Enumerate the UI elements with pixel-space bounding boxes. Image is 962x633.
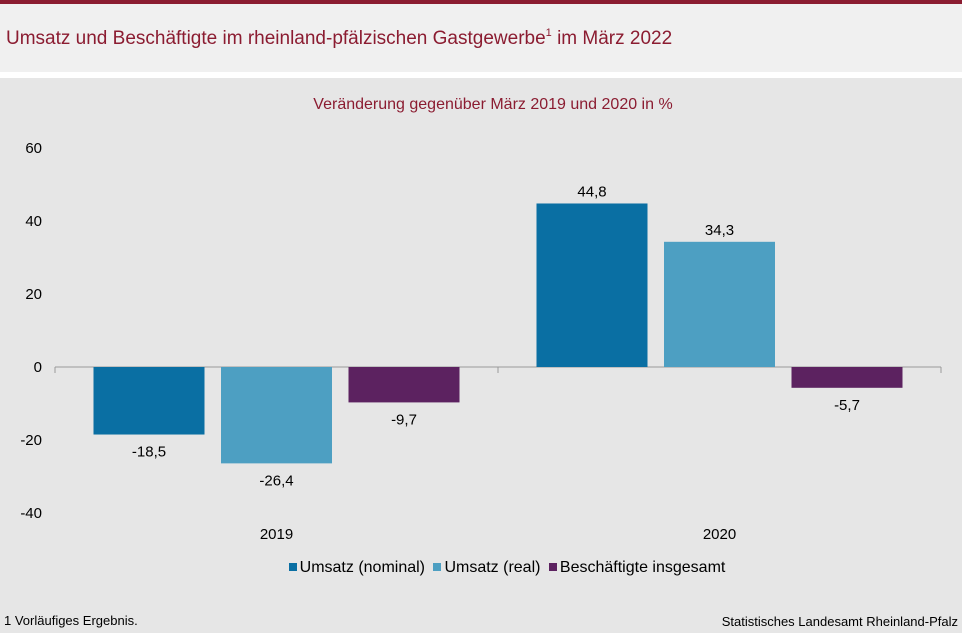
title-suffix: im März 2022: [551, 28, 673, 49]
chart-panel: [0, 78, 962, 633]
bar: [93, 367, 205, 435]
data-label: -5,7: [834, 397, 860, 414]
bar: [348, 367, 460, 403]
data-label: -9,7: [391, 411, 417, 428]
footnote: 1 Vorläufiges Ergebnis.: [4, 613, 138, 628]
bar: [664, 241, 775, 367]
chart-subtitle: Veränderung gegenüber März 2019 und 2020…: [313, 96, 673, 113]
y-tick-label: -40: [20, 505, 42, 522]
bar: [536, 203, 648, 367]
data-label: -18,5: [132, 444, 166, 461]
y-tick-label: 0: [34, 359, 42, 376]
y-tick-label: 40: [25, 213, 42, 230]
y-tick-label: -20: [20, 432, 42, 449]
bar: [221, 367, 332, 464]
source-note: Statistisches Landesamt Rheinland-Pfalz: [721, 614, 958, 629]
x-category-label: 2019: [260, 526, 293, 543]
legend-label-umsatz-real: Umsatz (real): [444, 559, 541, 576]
page-title: Umsatz und Beschäftigte im rheinland-pfä…: [6, 27, 672, 50]
title-text: Umsatz und Beschäftigte im rheinland-pfä…: [6, 28, 546, 49]
bar: [791, 367, 903, 388]
legend-item-beschaeftigte: Beschäftigte insgesamt: [548, 559, 726, 577]
title-footnote-marker: 1: [545, 27, 552, 39]
legend-swatch-umsatz-nominal: [288, 563, 297, 571]
header-separator: [0, 72, 962, 78]
header: [0, 4, 962, 72]
data-label: 34,3: [705, 222, 734, 239]
legend-item-umsatz-real: Umsatz (real): [433, 559, 540, 577]
y-tick-label: 20: [25, 286, 42, 303]
data-label: -26,4: [259, 472, 293, 489]
data-label: 44,8: [577, 183, 606, 200]
x-category-label: 2020: [703, 526, 736, 543]
legend-item-umsatz-nominal: Umsatz (nominal): [288, 559, 425, 577]
legend-label-beschaeftigte: Beschäftigte insgesamt: [559, 559, 726, 576]
legend-swatch-umsatz-real: [433, 563, 442, 571]
top-accent-bar: [0, 0, 962, 4]
legend-swatch-beschaeftigte: [548, 563, 557, 571]
y-tick-label: 60: [25, 140, 42, 157]
chart-legend: Umsatz (nominal) Umsatz (real) Beschäfti…: [0, 559, 962, 577]
legend-label-umsatz-nominal: Umsatz (nominal): [299, 559, 425, 576]
